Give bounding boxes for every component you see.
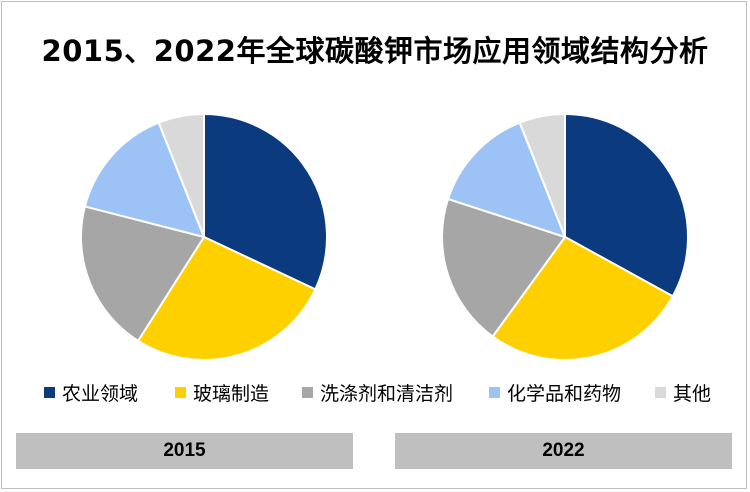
legend-item-detergent: 洗涤剂和清洁剂 (302, 376, 453, 408)
legend-swatch-detergent (302, 386, 313, 398)
pie-slice-2022-detergent (441, 197, 567, 338)
pie-slice-2015-glass (136, 235, 317, 361)
legend-swatch-chemicals (489, 386, 500, 398)
legend-item-chemicals: 化学品和药物 (489, 376, 621, 408)
legend-item-other: 其他 (655, 376, 711, 408)
legend-label-other: 其他 (673, 382, 712, 405)
legend-swatch-other (655, 386, 666, 398)
legend-swatch-glass (175, 386, 186, 398)
chart-title: 2015、2022年全球碳酸钾市场应用领域结构分析 (41, 34, 709, 68)
legend-label-detergent: 洗涤剂和清洁剂 (320, 382, 454, 405)
legend-label-chemicals: 化学品和药物 (507, 382, 622, 405)
year-label-2022: 2022 (395, 433, 732, 469)
pie-slice-2015-detergent (80, 205, 206, 343)
year-label-2015: 2015 (16, 433, 353, 469)
legend-swatch-agriculture (44, 386, 55, 398)
legend-item-glass: 玻璃制造 (175, 376, 269, 408)
pie-slice-2015-other (157, 112, 205, 238)
pie-slice-2022-other (518, 112, 566, 238)
pie-slice-2022-chemicals (446, 121, 567, 239)
legend: 农业领域 玻璃制造 洗涤剂和清洁剂 化学品和药物 其他 (0, 376, 750, 408)
pie-slice-2015-agriculture (203, 112, 328, 291)
legend-label-agriculture: 农业领域 (62, 382, 139, 405)
pie-slice-2022-agriculture (564, 112, 689, 298)
pie-slice-2015-chemicals (83, 121, 206, 239)
legend-label-glass: 玻璃制造 (193, 382, 270, 405)
pie-slice-2022-glass (491, 235, 675, 361)
legend-item-agriculture: 农业领域 (44, 376, 138, 408)
